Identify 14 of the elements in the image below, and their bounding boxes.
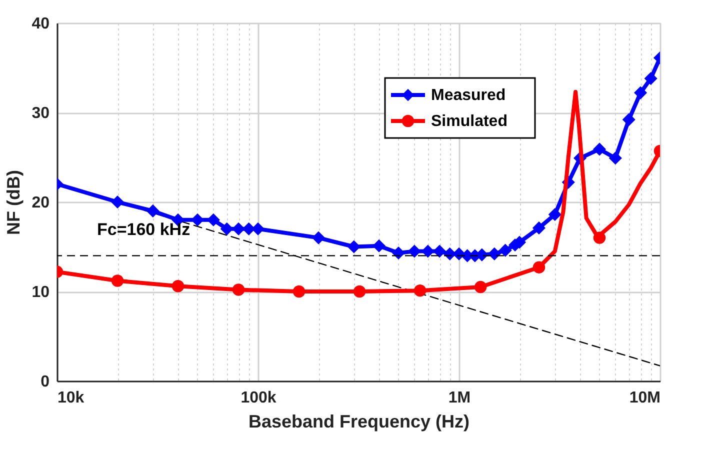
legend-label: Simulated bbox=[431, 113, 508, 130]
x-tick-label: 10M bbox=[629, 390, 660, 406]
x-tick-label: 1M bbox=[448, 390, 471, 406]
x-axis-title: Baseband Frequency (Hz) bbox=[248, 412, 470, 432]
x-tick-label: 100k bbox=[240, 390, 276, 406]
legend-label: Measured bbox=[431, 87, 506, 104]
x-tick-label: 10k bbox=[58, 390, 84, 406]
y-axis-title: NF (dB) bbox=[4, 170, 24, 235]
y-tick-label: 40 bbox=[32, 16, 50, 32]
y-tick-label: 0 bbox=[40, 374, 50, 390]
y-tick-label: 10 bbox=[32, 284, 50, 301]
annotation: Fc=160 kHz bbox=[97, 220, 190, 239]
y-tick-label: 20 bbox=[32, 194, 50, 212]
y-tick-label: 30 bbox=[32, 105, 50, 122]
